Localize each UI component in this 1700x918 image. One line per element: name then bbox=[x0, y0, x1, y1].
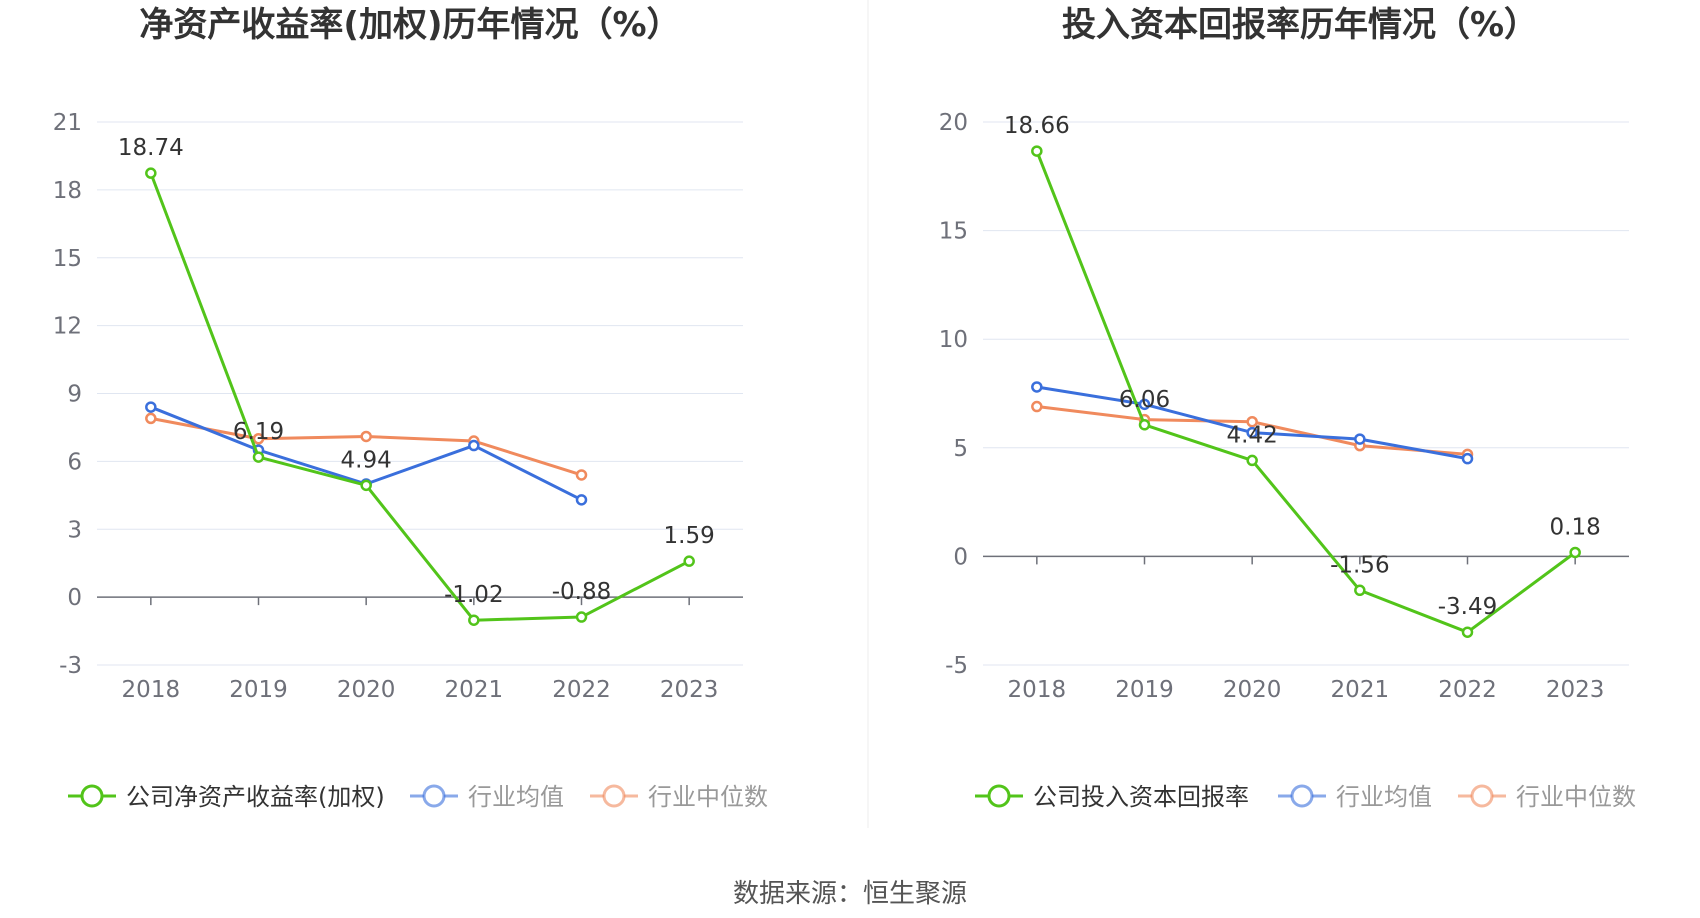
x-tick-label: 2021 bbox=[1331, 677, 1390, 703]
average-data-point bbox=[1138, 398, 1151, 411]
average-data-point bbox=[145, 401, 157, 413]
x-tick-label: 2022 bbox=[1438, 677, 1497, 703]
company-data-point bbox=[145, 167, 157, 179]
company-data-point bbox=[1354, 584, 1366, 597]
legend-swatch-marker bbox=[987, 784, 1011, 808]
company-data-point bbox=[468, 614, 480, 626]
data-label: -0.88 bbox=[552, 579, 612, 605]
x-tick-label: 2020 bbox=[1223, 677, 1282, 703]
y-tick-label: 20 bbox=[939, 110, 968, 136]
legend-swatch-marker bbox=[1470, 784, 1494, 808]
average-data-point bbox=[575, 494, 588, 506]
y-tick-label: 15 bbox=[53, 246, 82, 272]
x-tick-label: 2023 bbox=[1546, 677, 1605, 703]
average-data-point bbox=[1354, 433, 1366, 445]
data-label: -3.49 bbox=[1438, 594, 1498, 620]
company-series-line bbox=[149, 172, 690, 622]
legend-label: 行业均值 bbox=[468, 783, 564, 811]
legend-swatch-marker bbox=[422, 784, 446, 808]
legend-label: 公司净资产收益率(加权) bbox=[126, 783, 385, 811]
legend-swatch-marker bbox=[602, 784, 626, 808]
x-tick-label: 2019 bbox=[229, 677, 288, 703]
legend-label: 行业均值 bbox=[1336, 783, 1432, 811]
company-data-point bbox=[252, 451, 265, 463]
data-label: 4.42 bbox=[1227, 422, 1278, 448]
x-tick-label: 2023 bbox=[660, 677, 719, 703]
median-data-point bbox=[252, 433, 265, 445]
y-tick-label: 12 bbox=[53, 314, 82, 340]
company-data-point bbox=[1461, 626, 1474, 638]
company-series-line bbox=[1035, 150, 1577, 634]
chart-title: 净资产收益率(加权)历年情况（%） bbox=[139, 5, 680, 45]
data-label: 0.18 bbox=[1550, 514, 1601, 540]
data-label: 18.74 bbox=[118, 135, 184, 161]
company-data-point bbox=[575, 611, 588, 623]
legend-swatch-marker bbox=[80, 784, 104, 808]
x-tick-label: 2022 bbox=[552, 677, 611, 703]
legend-label: 行业中位数 bbox=[648, 783, 768, 811]
x-tick-label: 2019 bbox=[1115, 677, 1174, 703]
y-tick-label: 0 bbox=[67, 585, 82, 611]
x-tick-label: 2018 bbox=[1008, 677, 1067, 703]
roic-chart: 投入资本回报率历年情况（%） -5 0 5 10 15 20 2018 2019 2020 2021… bbox=[939, 5, 1636, 811]
company-data-point bbox=[1246, 454, 1258, 467]
y-tick-label: 5 bbox=[953, 436, 968, 462]
company-data-point bbox=[1031, 145, 1043, 157]
y-tick-label: 0 bbox=[953, 544, 968, 570]
data-label: 6.19 bbox=[233, 419, 284, 445]
average-data-point bbox=[1031, 381, 1043, 393]
median-data-point bbox=[575, 469, 588, 481]
x-tick-label: 2020 bbox=[337, 677, 396, 703]
y-tick-label: 3 bbox=[67, 517, 82, 543]
median-data-point bbox=[1031, 400, 1043, 413]
data-source-footer: 数据来源：恒生聚源 bbox=[733, 879, 967, 909]
y-tick-label: -3 bbox=[59, 653, 82, 679]
y-tick-label: 10 bbox=[939, 327, 968, 353]
median-data-point bbox=[360, 430, 372, 443]
chart-title: 投入资本回报率历年情况（%） bbox=[1062, 5, 1538, 45]
data-label: -1.56 bbox=[1330, 552, 1390, 578]
data-label: 1.59 bbox=[664, 523, 715, 549]
legend-swatch-marker bbox=[1290, 784, 1314, 808]
median-data-point bbox=[145, 412, 157, 425]
x-tick-label: 2021 bbox=[445, 677, 504, 703]
y-tick-label: -5 bbox=[945, 653, 968, 679]
legend-label: 行业中位数 bbox=[1516, 783, 1636, 811]
y-tick-label: 15 bbox=[939, 219, 968, 245]
data-label: 6.06 bbox=[1119, 387, 1170, 413]
company-data-point bbox=[1138, 419, 1151, 431]
data-label: -1.02 bbox=[444, 582, 504, 608]
median-data-point bbox=[1246, 415, 1258, 428]
data-label: 4.94 bbox=[341, 447, 392, 473]
average-data-point bbox=[1461, 452, 1474, 465]
company-data-point bbox=[683, 555, 695, 567]
roe-chart: 净资产收益率(加权)历年情况（%） -3 0 3 6 9 12 15 18 21 2018 2019 2… bbox=[53, 5, 768, 811]
average-data-point bbox=[1246, 426, 1258, 439]
y-tick-label: 9 bbox=[67, 382, 82, 408]
y-tick-label: 21 bbox=[53, 110, 82, 136]
x-tick-label: 2018 bbox=[122, 677, 181, 703]
company-data-point bbox=[1569, 546, 1581, 559]
company-data-point bbox=[360, 479, 372, 492]
y-tick-label: 6 bbox=[67, 449, 82, 475]
data-label: 18.66 bbox=[1004, 113, 1070, 139]
y-tick-label: 18 bbox=[53, 178, 82, 204]
legend-label: 公司投入资本回报率 bbox=[1033, 783, 1249, 811]
average-data-point bbox=[468, 439, 480, 452]
